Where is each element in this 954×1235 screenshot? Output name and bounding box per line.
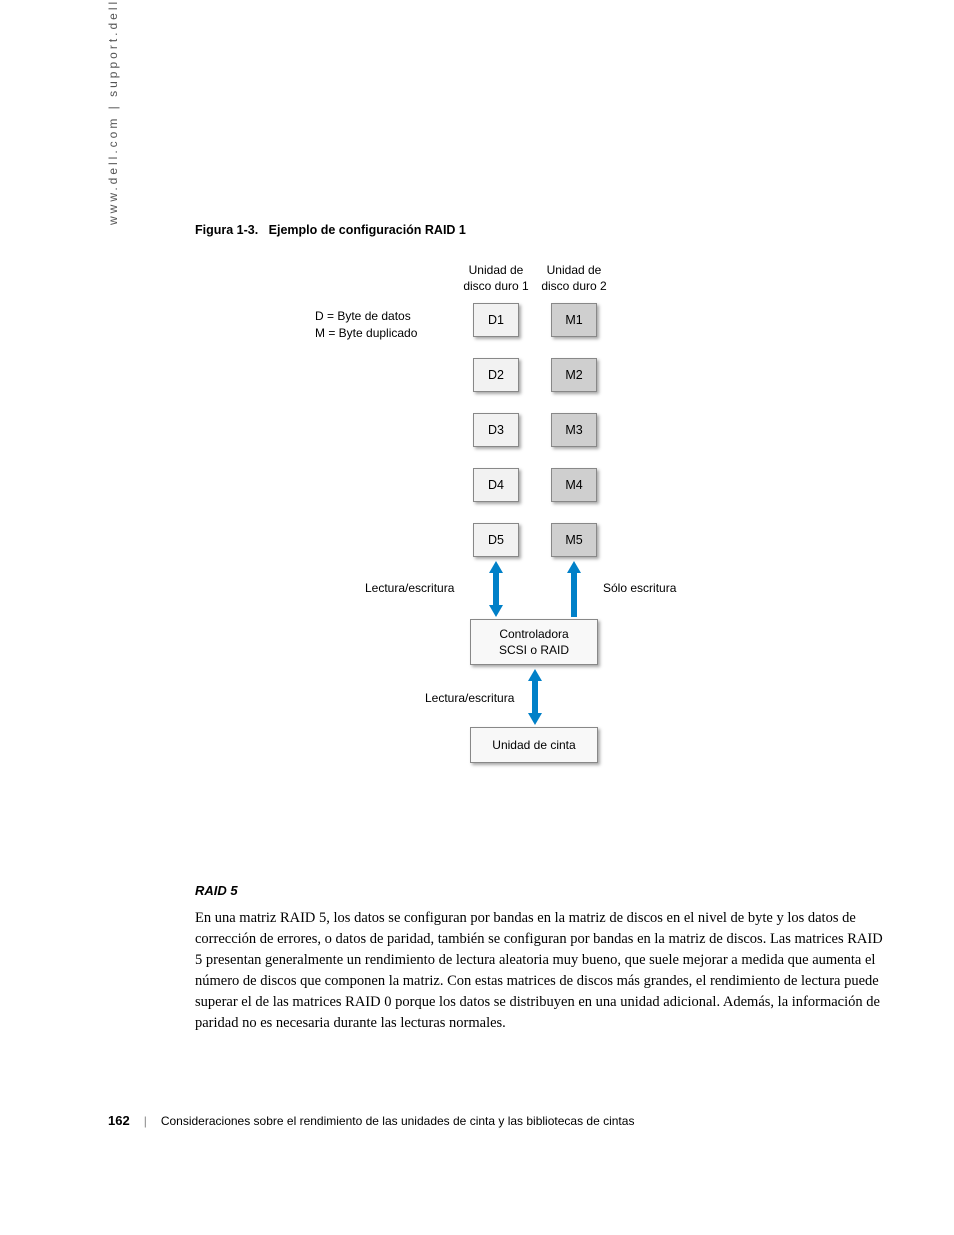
raid-diagram: Unidad dedisco duro 1 Unidad dedisco dur… [285, 263, 785, 853]
cell-d1: D1 [473, 303, 519, 337]
arrow-d-controller-icon [485, 561, 507, 617]
page-number: 162 [108, 1113, 130, 1128]
label-rw-bottom: Lectura/escritura [425, 691, 514, 705]
cell-m4: M4 [551, 468, 597, 502]
sidebar-url: www.dell.com | support.dell.com [106, 0, 120, 225]
cell-m5: M5 [551, 523, 597, 557]
cell-d2: D2 [473, 358, 519, 392]
cell-m2: M2 [551, 358, 597, 392]
col2-header: Unidad dedisco duro 2 [539, 263, 609, 294]
arrow-m-controller-icon [563, 561, 585, 617]
arrow-controller-tape-icon [524, 669, 546, 725]
tape-box: Unidad de cinta [470, 727, 598, 763]
cell-d4: D4 [473, 468, 519, 502]
figure-caption: Figura 1-3. Ejemplo de configuración RAI… [195, 223, 885, 237]
label-rw-left: Lectura/escritura [365, 581, 454, 595]
cell-m1: M1 [551, 303, 597, 337]
section-body: En una matriz RAID 5, los datos se confi… [195, 908, 885, 1034]
legend: D = Byte de datos M = Byte duplicado [315, 308, 417, 342]
figure-title: Ejemplo de configuración RAID 1 [269, 223, 466, 237]
cell-d5: D5 [473, 523, 519, 557]
figure-number: Figura 1-3. [195, 223, 258, 237]
footer-separator: | [144, 1114, 147, 1128]
section-heading: RAID 5 [195, 883, 885, 898]
legend-d: D = Byte de datos [315, 308, 417, 325]
col1-header: Unidad dedisco duro 1 [461, 263, 531, 294]
controller-box: ControladoraSCSI o RAID [470, 619, 598, 665]
footer-title: Consideraciones sobre el rendimiento de … [161, 1114, 635, 1128]
page-content: Figura 1-3. Ejemplo de configuración RAI… [195, 223, 885, 1034]
cell-d3: D3 [473, 413, 519, 447]
cell-m3: M3 [551, 413, 597, 447]
label-wo: Sólo escritura [603, 581, 676, 595]
page-footer: 162 | Consideraciones sobre el rendimien… [108, 1113, 868, 1128]
legend-m: M = Byte duplicado [315, 325, 417, 342]
